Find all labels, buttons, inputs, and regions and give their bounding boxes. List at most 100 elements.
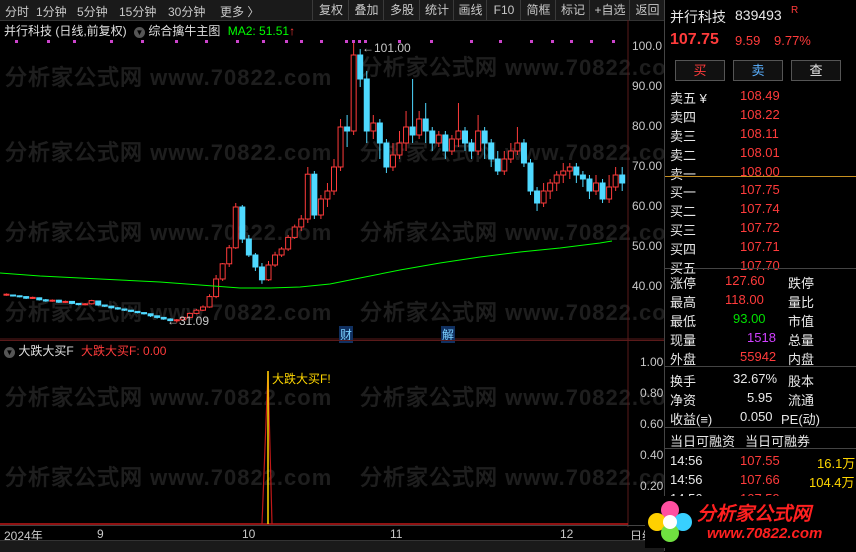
back-button[interactable]: 返回 [629, 0, 665, 20]
add-watchlist-button[interactable]: +自选 [589, 0, 630, 20]
period-tab-intraday[interactable]: 分时 [5, 5, 30, 19]
candlestick [560, 170, 567, 176]
site-logo: 分析家公式网 www.70822.com [645, 496, 856, 548]
stat-label: 最高 [670, 295, 697, 310]
multi-stock-button[interactable]: 多股 [383, 0, 420, 20]
candlestick [239, 206, 246, 240]
signal-dot [430, 40, 433, 43]
margin-short-label: 当日可融券 [745, 434, 811, 449]
overlay-button[interactable]: 叠加 [348, 0, 384, 20]
mark-button[interactable]: 标记 [555, 0, 590, 20]
logo-text: 分析家公式网 [697, 504, 812, 525]
candlestick [16, 295, 23, 298]
ask-price: 108.01 [740, 145, 780, 160]
stat-row: 最低 93.00 市值 [665, 309, 856, 329]
candlestick [134, 310, 141, 314]
restore-rights-button[interactable]: 复权 [312, 0, 349, 20]
period-tab-1min[interactable]: 1分钟 [36, 5, 67, 19]
candlestick [462, 130, 468, 144]
candlestick [180, 316, 187, 321]
section-divider [665, 448, 856, 449]
x-axis-line [0, 525, 664, 526]
indicator-name[interactable]: 综合擒牛主图 [148, 24, 221, 38]
sub-indicator-chart[interactable] [0, 341, 664, 527]
stat-value: 1518 [747, 330, 776, 345]
candlestick [494, 158, 501, 172]
section-divider [665, 427, 856, 428]
buy-button[interactable]: 买 [675, 60, 725, 81]
candlestick [520, 142, 527, 164]
candlestick [278, 248, 285, 256]
signal-dot [470, 40, 473, 43]
candlestick [331, 166, 337, 192]
signal-dot [236, 40, 239, 43]
stat-row: 现量 1518 总量 [665, 328, 856, 348]
tick-time: 14:56 [670, 453, 703, 468]
x-tick: 2024年 [4, 529, 43, 543]
signal-dot [205, 40, 208, 43]
signal-dot [285, 40, 288, 43]
stat-value: 0.050 [740, 409, 773, 424]
candlestick [304, 173, 311, 220]
pane-divider [0, 340, 664, 341]
stat-row: 收益(≡) 0.050 PE(动) [665, 407, 856, 427]
statistics-button[interactable]: 统计 [419, 0, 454, 20]
watermark-text: 分析家公式网 www.70822.com [360, 300, 688, 325]
signal-dot [15, 40, 18, 43]
candlestick [317, 198, 324, 216]
quote-panel: 并行科技 839493 R 107.75 9.59 9.77% 买 卖 查 卖五… [645, 0, 856, 551]
query-button[interactable]: 查 [791, 60, 841, 81]
f10-button[interactable]: F10 [486, 0, 521, 20]
signal-dot [345, 40, 348, 43]
dropdown-icon[interactable]: ▼ [134, 27, 146, 38]
candlestick [114, 307, 121, 310]
watermark-text: 分析家公式网 www.70822.com [5, 220, 333, 245]
bid-price: 107.75 [740, 182, 780, 197]
ask-row: 卖二 108.01 [665, 143, 856, 163]
sell-button[interactable]: 卖 [733, 60, 783, 81]
bid-row: 买三 107.72 [665, 218, 856, 238]
ask-row: 卖五 ¥ 108.49 [665, 86, 856, 106]
candlestick [501, 158, 508, 172]
candlestick [507, 150, 514, 160]
candlestick [553, 174, 560, 184]
candlestick [566, 166, 573, 172]
watermark-text: 分析家公式网 www.70822.com [5, 65, 333, 90]
y-tick: 0.40 [640, 448, 664, 462]
signal-dot [110, 40, 113, 43]
draw-line-button[interactable]: 画线 [453, 0, 487, 20]
candlestick [573, 166, 580, 176]
ask-row: 卖三 108.11 [665, 124, 856, 144]
period-tab-30min[interactable]: 30分钟 [168, 5, 206, 19]
signal-dot [358, 40, 361, 43]
unlock-event-marker[interactable]: 解 [441, 326, 456, 343]
signal-label: 大跌大买F! [272, 372, 331, 386]
candlestick [475, 130, 482, 152]
ma-value: MA2: 51.51 [227, 24, 290, 38]
candlestick [226, 247, 233, 265]
bid-row: 买二 107.74 [665, 199, 856, 219]
bid-price: 107.74 [740, 201, 780, 216]
candlestick [586, 178, 593, 192]
earnings-event-marker[interactable]: 财 [339, 326, 354, 343]
candlestick [36, 297, 43, 301]
signal-dot [590, 40, 593, 43]
tick-time: 14:56 [670, 472, 703, 487]
candlestick [29, 296, 36, 299]
signal-dot [175, 40, 178, 43]
y-tick: 80.00 [632, 119, 663, 133]
tick-price: 107.66 [740, 472, 780, 487]
sub-indicator-name[interactable]: 大跌大买F [18, 344, 74, 358]
y-tick: 90.00 [632, 79, 663, 93]
price-row: 107.75 9.59 9.77% [665, 29, 856, 51]
dropdown-icon[interactable]: ▼ [4, 347, 15, 358]
watermark-text: 分析家公式网 www.70822.com [5, 385, 333, 410]
candlestick [324, 190, 331, 200]
simple-frame-button[interactable]: 简框 [520, 0, 556, 20]
period-tab-more[interactable]: 更多 〉 [220, 5, 260, 19]
bid-label: 买二 [670, 204, 697, 219]
main-price-chart[interactable] [0, 20, 664, 340]
period-tab-5min[interactable]: 5分钟 [77, 5, 108, 19]
ask-price: 108.22 [740, 107, 780, 122]
period-tab-15min[interactable]: 15分钟 [119, 5, 157, 19]
